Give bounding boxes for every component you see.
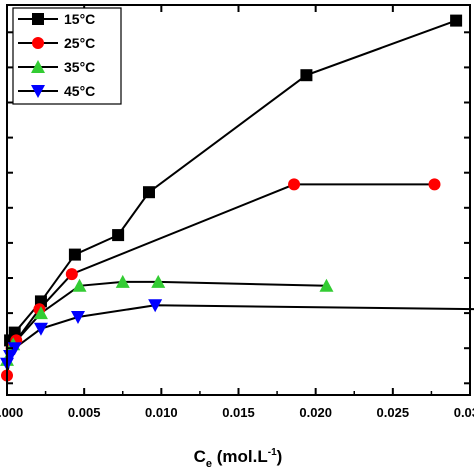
x-tick-label-2: 0.010 <box>145 405 178 420</box>
series-2-point-4 <box>115 274 130 288</box>
x-tick-label-6: 0.030 <box>454 405 474 420</box>
x-tick-label-4: 0.020 <box>299 405 332 420</box>
x-axis-title-main: C <box>194 447 206 466</box>
series-3-point-4 <box>70 311 85 324</box>
series-2-point-6 <box>319 278 334 292</box>
series-0-point-4 <box>112 229 125 242</box>
series-0-point-5 <box>142 186 155 199</box>
x-tick-label-5: 0.025 <box>377 405 410 420</box>
legend-label-0: 15°C <box>64 11 95 27</box>
series-0-point-6 <box>300 69 313 82</box>
series-3-point-2 <box>7 342 22 356</box>
legend-marker-1 <box>32 37 44 49</box>
legend-marker-3 <box>31 85 45 98</box>
series-2-point-5 <box>151 274 166 288</box>
x-axis-title: Ce (mol.L-1) <box>194 447 283 470</box>
x-axis-title-rest: (mol.L <box>212 447 268 466</box>
x-axis-title-close: ) <box>277 447 283 466</box>
series-3-point-3 <box>33 322 48 336</box>
series-2-point-3 <box>72 278 87 292</box>
legend-box <box>12 7 122 105</box>
x-axis-title-superscript: -1 <box>268 447 277 458</box>
series-1-point-6 <box>428 178 441 191</box>
series-1-point-5 <box>288 178 301 191</box>
series-2-point-2 <box>33 306 48 320</box>
series-1-point-4 <box>65 268 78 281</box>
x-axis-title-subscript: e <box>206 458 212 470</box>
series-0-point-7 <box>450 14 463 27</box>
x-tick-labels: 0.000 0.005 0.010 0.015 0.020 0.025 0.030 <box>0 405 474 420</box>
legend-label-3: 45°C <box>64 83 95 99</box>
legend-marker-2 <box>31 60 45 73</box>
series-3-point-5 <box>148 299 163 313</box>
x-tick-label-0: 0.000 <box>0 405 23 420</box>
series-0-point-3 <box>68 248 81 261</box>
legend: 15°C 25°C 35°C 45°C <box>12 7 122 105</box>
axis-ticks <box>6 5 471 395</box>
legend-marker-0 <box>32 13 44 25</box>
legend-label-2: 35°C <box>64 59 95 75</box>
x-tick-label-1: 0.005 <box>68 405 101 420</box>
x-tick-label-3: 0.015 <box>222 405 255 420</box>
legend-label-1: 25°C <box>64 35 95 51</box>
